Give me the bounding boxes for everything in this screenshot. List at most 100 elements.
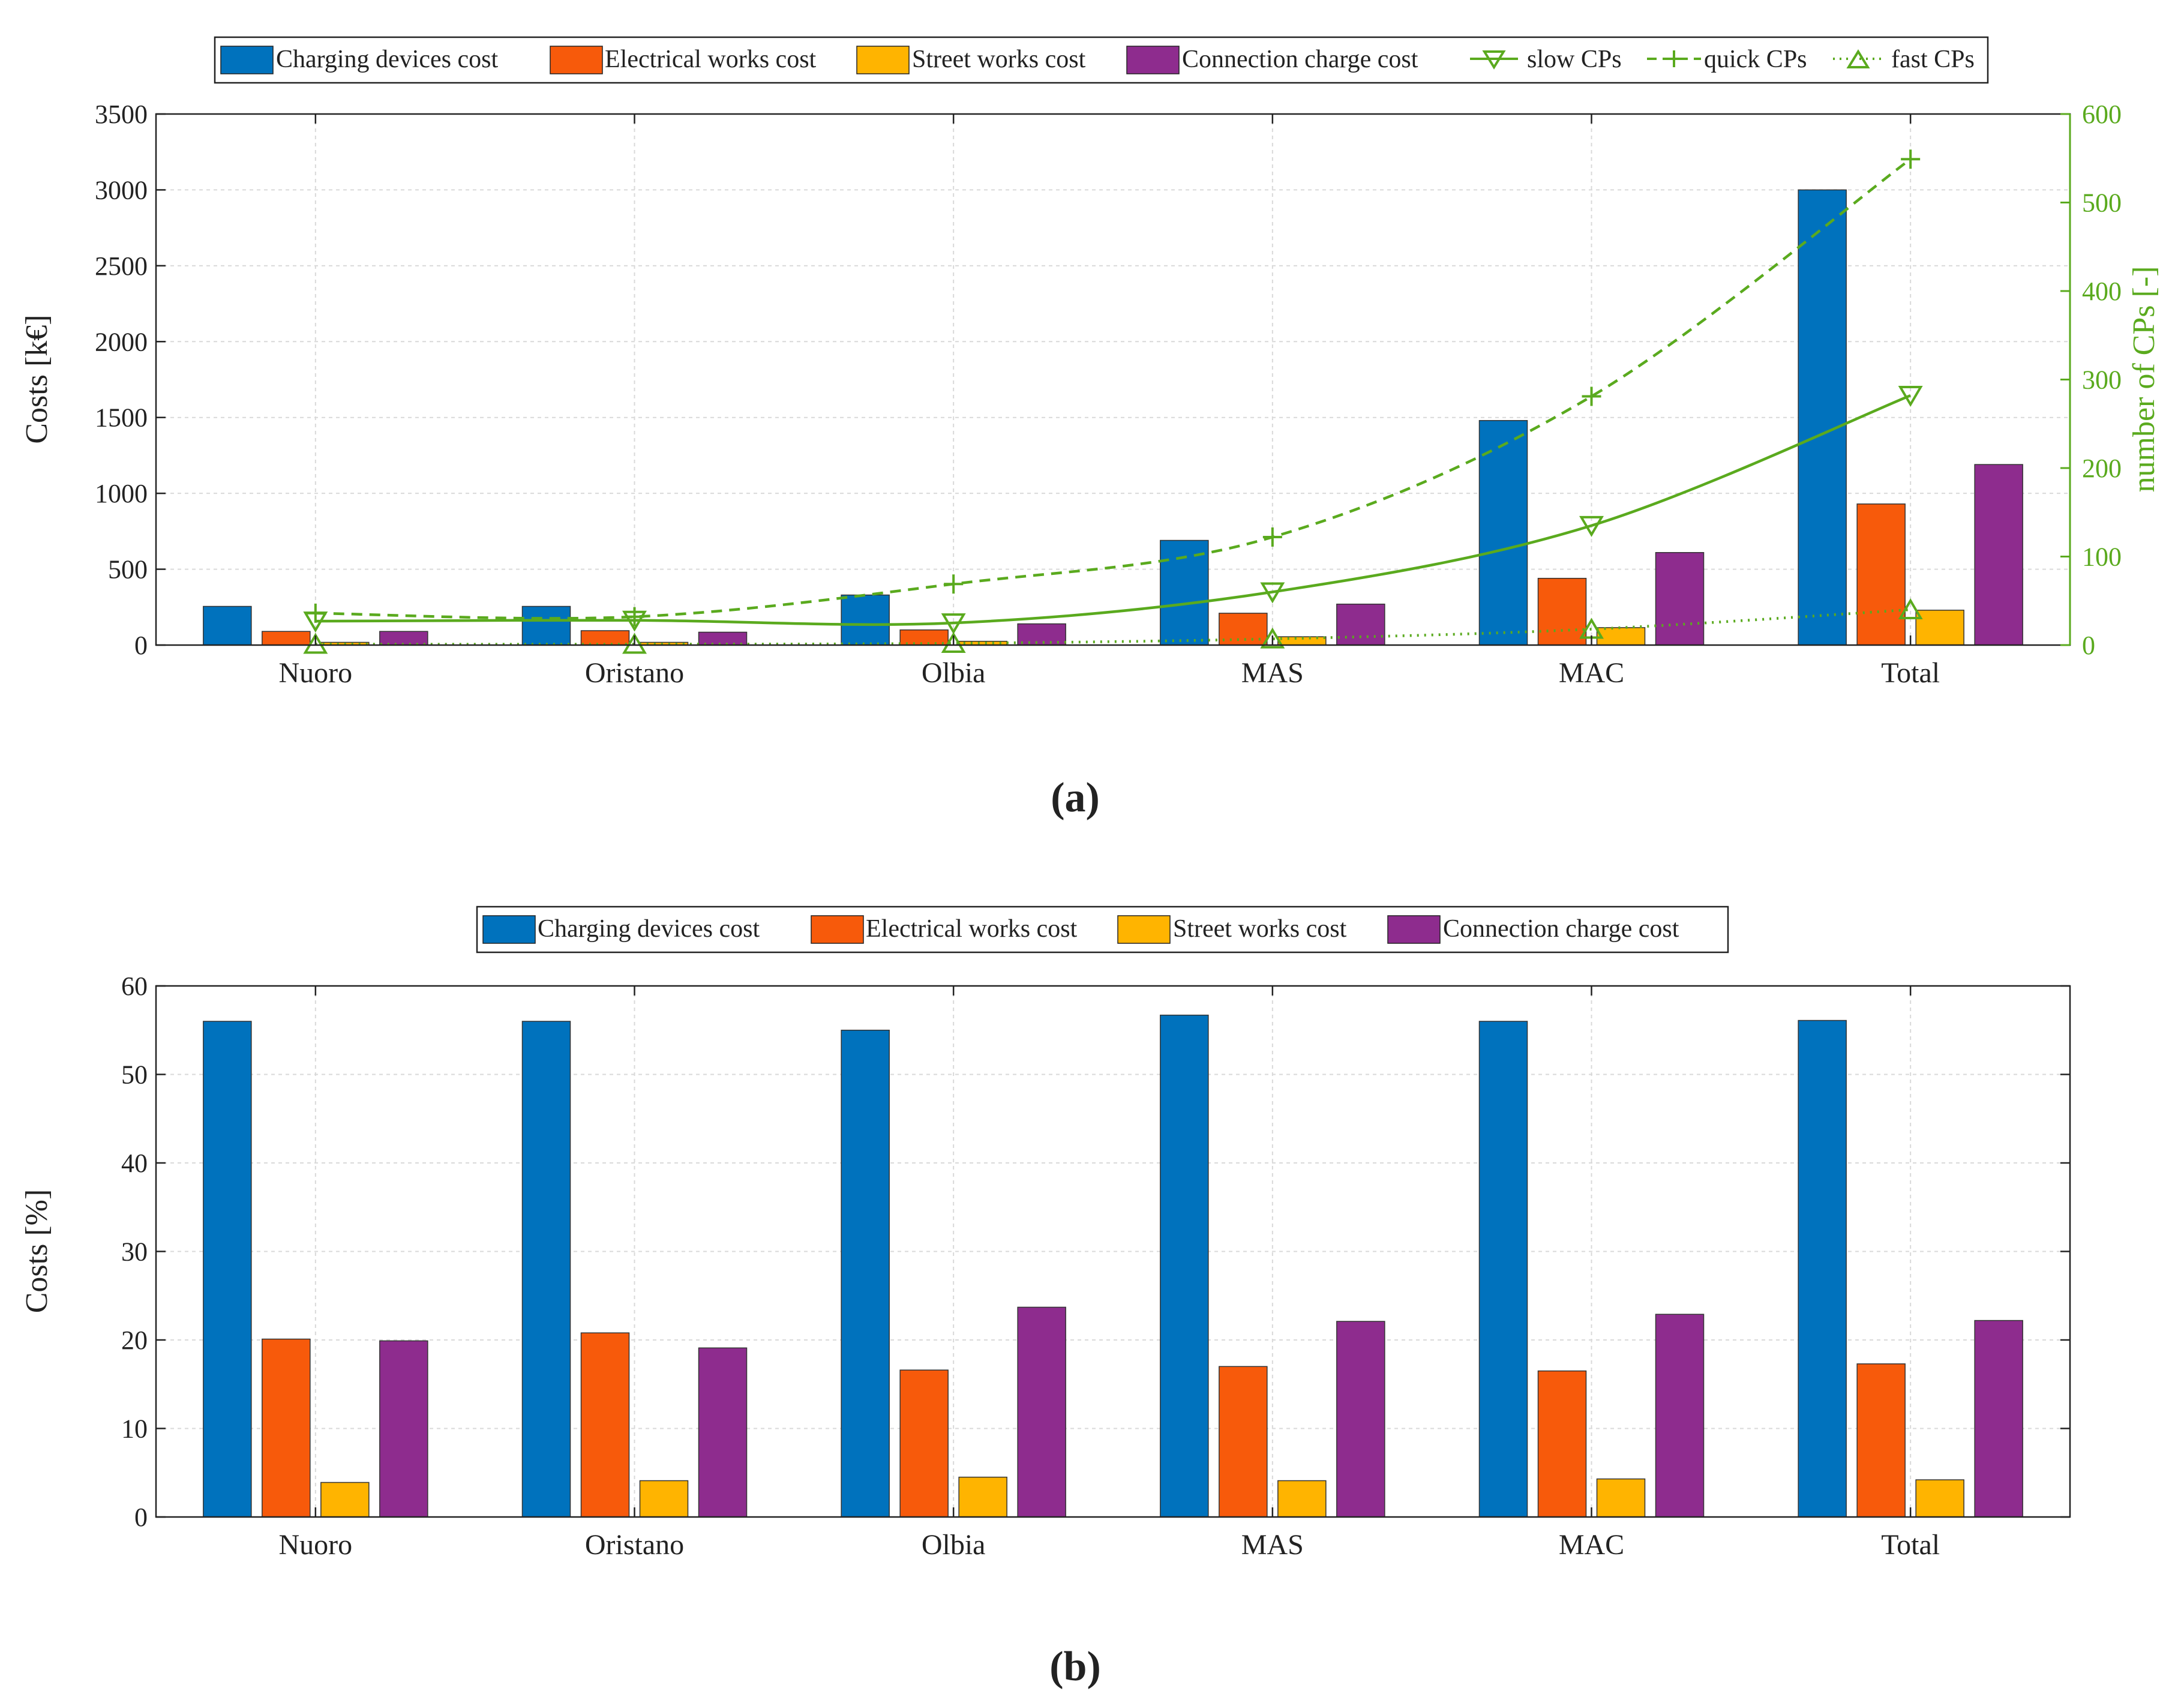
legend-swatch-connection bbox=[1126, 46, 1180, 74]
y2-tick-label: 200 bbox=[2082, 454, 2122, 483]
legend-label-slow: slow CPs bbox=[1527, 46, 1622, 73]
panel-b-label: (b) bbox=[1049, 1644, 1101, 1690]
bar-electrical-oristano bbox=[580, 1332, 630, 1518]
bar-charging-oristano bbox=[521, 1021, 571, 1518]
bar-street-olbia bbox=[958, 1476, 1007, 1518]
x-tick-label-mac: MAC bbox=[1559, 1529, 1624, 1561]
x-tick-label-oristano: Oristano bbox=[585, 657, 684, 689]
bar-charging-mac bbox=[1478, 1021, 1528, 1518]
marker-quick-cps-total bbox=[1901, 149, 1921, 169]
bar-connection-total bbox=[1974, 1320, 2023, 1518]
y-tick-label: 2000 bbox=[95, 327, 148, 356]
bar-charging-total bbox=[1798, 1020, 1847, 1518]
legend-b-label-street: Street works cost bbox=[1173, 915, 1347, 943]
bar-street-total bbox=[1915, 1479, 1964, 1518]
panel-b-chart: 0 10 20 30 40 50 60 Nuoro Oristano Olbia MAS MAC To… bbox=[20, 906, 2071, 1690]
x-tick-label-mas: MAS bbox=[1241, 657, 1304, 689]
bar-street-oristano bbox=[639, 1480, 689, 1518]
y-tick-label: 10 bbox=[121, 1414, 148, 1444]
x-tick-label-olbia: Olbia bbox=[922, 1529, 986, 1561]
bar-electrical-oristano bbox=[580, 630, 630, 646]
x-tick-label-mas: MAS bbox=[1241, 1529, 1304, 1561]
panel-a-y2-axis-label: number of CPs [-] bbox=[2127, 266, 2161, 493]
legend-b-swatch-electrical bbox=[811, 915, 864, 944]
bar-electrical-nuoro bbox=[262, 1338, 311, 1518]
bar-connection-mac bbox=[1655, 1314, 1705, 1518]
legend-label-charging: Charging devices cost bbox=[276, 46, 498, 73]
bar-charging-oristano bbox=[521, 605, 571, 646]
legend-label-connection: Connection charge cost bbox=[1182, 46, 1418, 73]
legend-b-swatch-street bbox=[1117, 915, 1171, 944]
y-tick-label: 0 bbox=[134, 1503, 148, 1532]
y2-tick-label: 100 bbox=[2082, 542, 2122, 572]
bar-electrical-olbia bbox=[899, 1369, 949, 1518]
legend-b-label-connection: Connection charge cost bbox=[1443, 915, 1679, 943]
panel-a-grid bbox=[156, 114, 2070, 645]
panel-b-plot-frame bbox=[155, 985, 2071, 1518]
marker-quick-cps-nuoro bbox=[305, 603, 325, 623]
marker-quick-cps-mas bbox=[1262, 527, 1282, 547]
y-tick-label: 1000 bbox=[95, 479, 148, 508]
panel-a-y-ticks: 0 500 1000 1500 2000 2500 3000 3500 bbox=[95, 100, 166, 660]
panel-a-legend-box bbox=[214, 36, 1989, 84]
marker-fast-cps-total bbox=[1898, 598, 1923, 619]
bar-street-mas bbox=[1277, 1480, 1327, 1518]
x-tick-label-total: Total bbox=[1881, 657, 1940, 689]
bar-street-nuoro bbox=[320, 1482, 370, 1518]
marker-slow-cps-total bbox=[1898, 386, 1923, 407]
legend-b-label-charging: Charging devices cost bbox=[538, 915, 760, 943]
panel-a-label: (a) bbox=[1051, 775, 1100, 821]
bar-connection-nuoro bbox=[379, 631, 428, 646]
panel-b-bars bbox=[203, 1014, 2023, 1518]
y-tick-label: 2500 bbox=[95, 251, 148, 281]
y2-tick-label: 500 bbox=[2082, 188, 2122, 218]
panel-a-y2-ticks: 0 100 200 300 400 500 600 bbox=[2060, 100, 2122, 660]
marker-slow-cps-mas bbox=[1260, 582, 1285, 604]
y-tick-label: 20 bbox=[121, 1326, 148, 1355]
bar-charging-nuoro bbox=[203, 605, 252, 646]
bar-charging-olbia bbox=[841, 1030, 890, 1518]
legend-b-swatch-connection bbox=[1387, 915, 1441, 944]
panel-a-chart: 0 500 1000 1500 2000 2500 3000 3500 0 100 200 300 4… bbox=[20, 36, 2161, 821]
y-tick-label: 60 bbox=[121, 972, 148, 1001]
bar-electrical-total bbox=[1856, 503, 1906, 646]
y-tick-label: 30 bbox=[121, 1237, 148, 1267]
marker-slow-cps-olbia bbox=[941, 613, 966, 635]
bar-street-total bbox=[1915, 610, 1964, 646]
y-tick-label: 3000 bbox=[95, 175, 148, 205]
panel-a-legend: Charging devices cost Electrical works c… bbox=[214, 36, 1989, 84]
panel-b-y-ticks: 0 10 20 30 40 50 60 bbox=[121, 972, 2070, 1532]
y-tick-label: 3500 bbox=[95, 100, 148, 129]
bar-connection-oristano bbox=[698, 1347, 748, 1518]
y-tick-label: 500 bbox=[108, 555, 148, 584]
legend-marker-fast bbox=[1846, 49, 1870, 68]
legend-b-label-electrical: Electrical works cost bbox=[866, 915, 1078, 943]
marker-quick-cps-oristano bbox=[625, 607, 644, 626]
panel-a-x-ticks: Nuoro Oristano Olbia MAS MAC Total bbox=[279, 114, 1940, 689]
legend-marker-slow bbox=[1482, 50, 1506, 70]
legend-b-swatch-charging bbox=[482, 915, 536, 944]
panel-b-x-ticks: Nuoro Oristano Olbia MAS MAC Total bbox=[279, 986, 1940, 1561]
legend-label-fast: fast CPs bbox=[1891, 46, 1975, 73]
panel-b-legend-box bbox=[476, 906, 1729, 954]
y2-tick-label: 400 bbox=[2082, 277, 2122, 306]
y2-tick-label: 0 bbox=[2082, 631, 2095, 660]
bar-connection-olbia bbox=[1017, 1306, 1066, 1518]
x-tick-label-mac: MAC bbox=[1559, 657, 1624, 689]
bar-charging-olbia bbox=[841, 594, 890, 646]
legend-marker-quick bbox=[1666, 50, 1682, 67]
bar-electrical-mac bbox=[1537, 1370, 1587, 1518]
bar-connection-nuoro bbox=[379, 1340, 428, 1518]
bar-charging-mac bbox=[1478, 420, 1528, 646]
y2-tick-label: 300 bbox=[2082, 365, 2122, 395]
panel-a-bars bbox=[203, 189, 2023, 646]
bar-street-mac bbox=[1596, 627, 1646, 646]
panel-b-grid bbox=[156, 986, 2070, 1517]
y-tick-label: 40 bbox=[121, 1149, 148, 1178]
bar-electrical-total bbox=[1856, 1363, 1906, 1518]
marker-fast-cps-oristano bbox=[622, 632, 647, 654]
bar-electrical-mas bbox=[1219, 1366, 1268, 1518]
y-tick-label: 50 bbox=[121, 1060, 148, 1090]
panel-a-lines bbox=[303, 149, 1923, 654]
legend-swatch-electrical bbox=[550, 46, 603, 74]
